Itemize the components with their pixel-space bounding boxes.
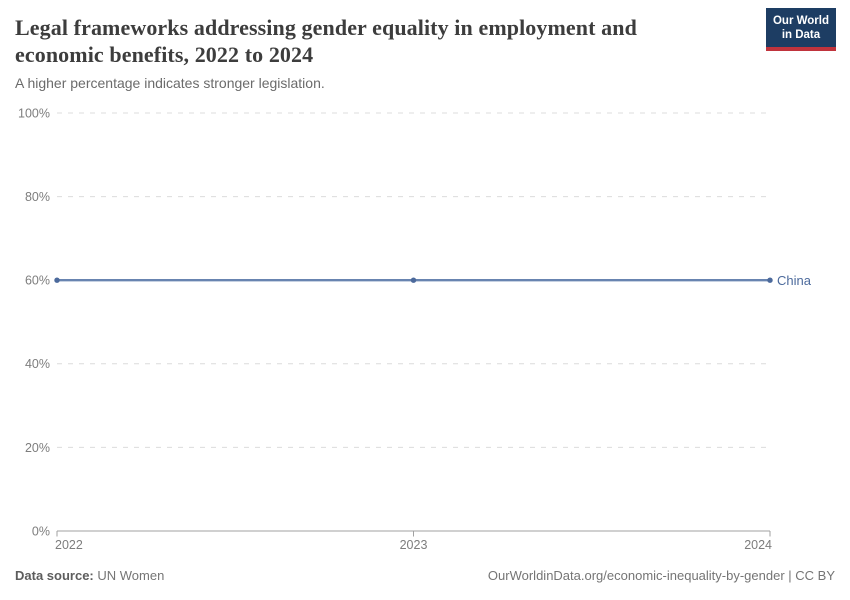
data-source-value: UN Women <box>93 568 165 583</box>
data-point-marker <box>767 277 773 283</box>
data-point-marker <box>54 277 60 283</box>
data-source: Data source: UN Women <box>15 568 164 583</box>
y-axis-tick-label: 60% <box>25 274 50 288</box>
y-axis-tick-label: 40% <box>25 357 50 371</box>
data-point-marker <box>410 277 417 283</box>
owid-logo-text-line-1: Our World <box>772 15 829 27</box>
data-source-label: Data source: <box>15 568 94 583</box>
chart-title-line-1: Legal frameworks addressing gender equal… <box>15 15 637 40</box>
owid-logo: Our World in Data <box>765 8 836 51</box>
x-axis-tick-label: 2022 <box>55 538 83 552</box>
attribution-text: OurWorldinData.org/economic-inequality-b… <box>487 568 835 583</box>
y-axis-tick-label: 100% <box>18 106 50 120</box>
x-axis-tick-label: 2024 <box>744 538 772 552</box>
series-label-china: China <box>777 273 812 288</box>
chart-subtitle: A higher percentage indicates stronger l… <box>15 75 325 91</box>
owid-logo-text-line-2: in Data <box>781 29 821 41</box>
x-axis-tick-label: 2023 <box>400 538 428 552</box>
y-axis-tick-label: 0% <box>32 524 50 538</box>
chart-title: Legal frameworks addressing gender equal… <box>15 14 755 68</box>
y-axis-tick-label: 80% <box>25 190 50 204</box>
chart-footer: Data source: UN Women OurWorldinData.org… <box>0 568 850 583</box>
y-axis-tick-label: 20% <box>25 441 50 455</box>
chart-title-line-2: economic benefits, 2022 to 2024 <box>15 42 314 67</box>
